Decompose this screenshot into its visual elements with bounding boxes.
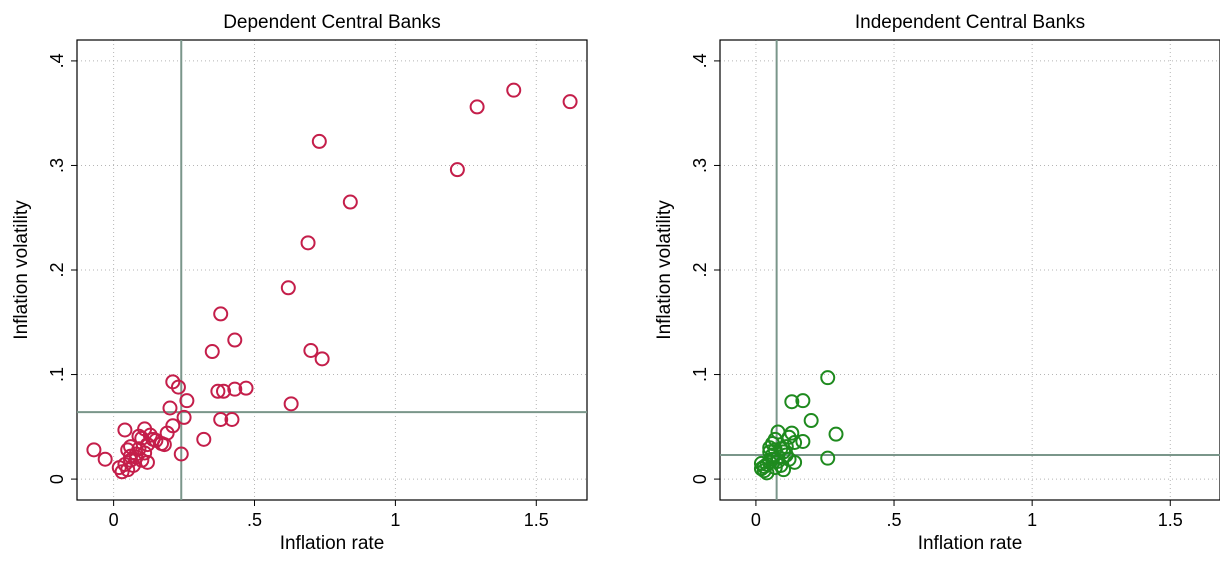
y-tick-label: .4 [690,53,710,68]
data-point [224,412,240,427]
data-point [227,332,243,348]
data-point [120,442,136,458]
x-tick-label: 1 [1027,510,1037,530]
data-point [283,396,299,412]
x-axis-label: Inflation rate [280,533,385,554]
data-point [449,162,465,178]
data-point [173,446,189,462]
x-tick-label: 0 [751,510,761,530]
data-point [820,450,836,466]
data-point [117,422,133,438]
x-tick-label: 1.5 [1158,510,1183,530]
data-point [204,344,220,360]
data-point [196,431,212,447]
data-point [131,428,147,444]
y-tick-label: .3 [47,158,67,173]
data-point [280,280,296,296]
x-tick-label: 1.5 [524,510,549,530]
data-point [156,437,172,453]
data-point [753,455,769,471]
y-tick-label: 0 [47,474,67,484]
panel-dependent-central-banks: 0 .5 1 1.5 0 .1 .2 .3 .4 Dependent Central Banks I… [11,12,588,554]
data-point [210,383,226,399]
y-axis-label: Inflation volatility [654,200,675,340]
data-point [314,351,330,367]
data-point [117,456,133,472]
data-point [216,383,232,399]
data-point [303,343,319,358]
data-point [828,426,844,442]
data-point [227,381,243,397]
data-point [162,400,178,416]
data-point [238,380,254,396]
panel-independent-central-banks: 0 .5 1 1.5 0 .1 .2 .3 .4 Independent Central Bank… [654,12,1220,554]
x-tick-label: 1 [390,510,400,530]
data-point [123,439,139,455]
x-tick-label: 0 [109,510,119,530]
data-point [300,235,316,251]
data-point [787,435,803,450]
data-point [311,133,327,149]
data-point [469,99,485,115]
x-tick-label: .5 [247,510,262,530]
data-point [213,306,229,322]
data-point [97,451,113,467]
data-point [795,433,811,449]
data-point [170,379,186,395]
y-tick-label: .1 [47,367,67,382]
data-point [506,82,522,98]
data-point [137,445,153,461]
data-point [778,439,794,455]
y-tick-label: 0 [690,474,710,484]
y-tick-label: .3 [690,158,710,173]
data-point [784,394,800,410]
y-tick-label: .1 [690,367,710,382]
data-point [795,393,811,409]
y-axis-label: Inflation volatility [11,200,32,340]
data-point [764,447,780,463]
data-point [176,409,192,425]
data-point [179,393,195,409]
y-tick-label: .4 [47,53,67,68]
data-point [562,94,578,110]
y-tick-label: .2 [690,262,710,277]
chart-title: Independent Central Banks [855,12,1085,33]
chart-title: Dependent Central Banks [223,12,441,33]
data-point [820,370,836,386]
y-tick-label: .2 [47,262,67,277]
data-point [213,412,229,427]
data-point [86,442,102,458]
data-point [803,413,819,429]
x-tick-label: .5 [887,510,902,530]
data-point [342,194,358,210]
x-axis-label: Inflation rate [918,533,1023,554]
